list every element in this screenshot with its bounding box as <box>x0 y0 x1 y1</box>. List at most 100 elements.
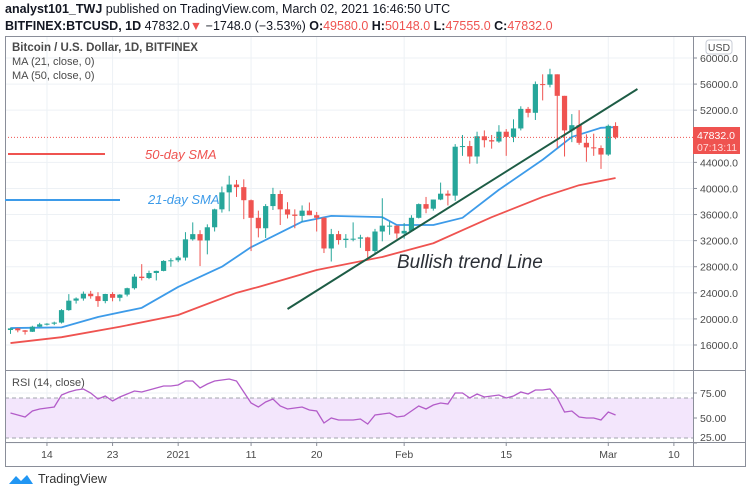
publish-info: analyst101_TWJ published on TradingView.… <box>5 2 450 16</box>
open-label: O: <box>309 19 324 33</box>
candle-up <box>510 128 517 137</box>
candle-up <box>401 230 407 234</box>
last-price: 47832.0 <box>144 19 190 33</box>
candle-down <box>88 293 94 297</box>
candle-up <box>124 288 130 295</box>
candle-up <box>131 276 138 289</box>
trend-annotation: Bullish trend Line <box>397 252 543 273</box>
rsi-axis: 75.00 50.00 25.00 <box>693 388 726 444</box>
candle-down <box>445 193 451 196</box>
price-tick-label: 52000.0 <box>700 105 738 117</box>
candle-up <box>372 231 378 252</box>
price-tick-label: 36000.0 <box>700 210 738 222</box>
candle-down <box>503 131 509 137</box>
candle-down <box>241 187 247 201</box>
currency-label: USD <box>708 42 731 54</box>
candle-down <box>292 214 298 216</box>
high-label: H: <box>371 19 385 33</box>
time-tick-label: 20 <box>311 449 323 461</box>
candle-up <box>343 238 349 240</box>
candle-up <box>452 146 458 196</box>
high-value: 50148.0 <box>384 19 431 33</box>
price-change: −1748.0 (−3.53%) <box>205 19 306 33</box>
candle-down <box>15 328 21 331</box>
candle-up <box>153 270 159 273</box>
author-name[interactable]: analyst101_TWJ <box>5 2 103 16</box>
bullish-trend-line[interactable] <box>286 88 638 310</box>
price-tick-label: 32000.0 <box>700 236 738 248</box>
candle-up <box>219 192 225 210</box>
candle-down <box>489 140 495 142</box>
candle-down <box>335 234 342 240</box>
candle-up <box>518 108 524 129</box>
candle-down <box>321 217 327 249</box>
candle-up <box>496 131 502 142</box>
price-tick-label: 56000.0 <box>700 79 738 91</box>
candle-up <box>270 194 276 207</box>
rsi-tick-label: 75.00 <box>700 388 726 400</box>
legend-ma50[interactable]: MA (50, close, 0) <box>12 70 95 82</box>
legend-rsi[interactable]: RSI (14, close) <box>12 377 85 389</box>
sma50-annotation: 50-day SMA <box>145 147 217 162</box>
sma21-annotation: 21-day SMA <box>147 192 220 207</box>
candle-up <box>474 136 480 157</box>
candle-down <box>197 234 203 241</box>
time-tick-label: 10 <box>668 449 680 461</box>
candle-down <box>540 84 546 86</box>
candle-down <box>561 95 568 131</box>
candle-down <box>598 148 604 155</box>
candle-down <box>109 294 116 298</box>
candle-down <box>365 237 371 252</box>
brand-name: TradingView <box>38 472 107 486</box>
candle-down <box>233 184 240 188</box>
candle-up <box>416 204 422 218</box>
candle-up <box>160 260 167 271</box>
candles <box>7 68 619 335</box>
ma50-line <box>10 177 616 344</box>
candle-up <box>117 294 123 298</box>
candle-down <box>554 74 560 96</box>
candle-up <box>73 298 79 301</box>
price-tick-label: 24000.0 <box>700 288 738 300</box>
candle-up <box>58 310 65 323</box>
candle-up <box>29 326 35 332</box>
candle-down <box>314 215 320 218</box>
low-label: L: <box>433 19 446 33</box>
candle-down <box>284 209 291 215</box>
time-tick-label: 15 <box>500 449 512 461</box>
candle-up <box>44 323 50 325</box>
tradingview-logo[interactable]: TradingView <box>8 472 107 486</box>
time-tick-label: 11 <box>246 449 257 461</box>
symbol-info: BITFINEX:BTCUSD, 1D 47832.0▼ −1748.0 (−3… <box>5 19 553 33</box>
candle-up <box>408 217 415 231</box>
time-axis[interactable]: 14 23 2021 11 20 Feb 15 Mar 10 <box>41 442 680 461</box>
candle-up <box>66 300 72 311</box>
candle-up <box>379 225 385 232</box>
candle-down <box>255 217 261 229</box>
currency-badge[interactable] <box>705 39 733 55</box>
current-price-badge <box>693 127 740 154</box>
legend-ma21[interactable]: MA (21, close, 0) <box>12 56 95 68</box>
candle-up <box>182 239 189 258</box>
candle-down <box>591 147 597 149</box>
candle-down <box>481 136 487 141</box>
candle-down <box>467 146 473 157</box>
price-axis[interactable]: 60000.0 56000.0 52000.0 44000.0 40000.0 36000… <box>693 53 738 352</box>
candle-down <box>306 210 312 216</box>
candle-up <box>190 234 196 240</box>
candle-up <box>438 193 444 200</box>
grid <box>5 37 693 444</box>
ma50-series <box>10 177 616 344</box>
candle-up <box>532 84 538 113</box>
rsi-series <box>10 378 616 425</box>
candle-up <box>386 225 393 227</box>
symbol: BITFINEX:BTCUSD, 1D <box>5 19 142 33</box>
chart-frame <box>5 36 746 467</box>
candle-up <box>263 206 269 229</box>
candle-up <box>212 209 218 228</box>
price-tick-label: 20000.0 <box>700 314 738 326</box>
candle-up <box>102 294 108 302</box>
trend-line-layer[interactable] <box>286 88 638 310</box>
low-value: 47555.0 <box>445 19 491 33</box>
